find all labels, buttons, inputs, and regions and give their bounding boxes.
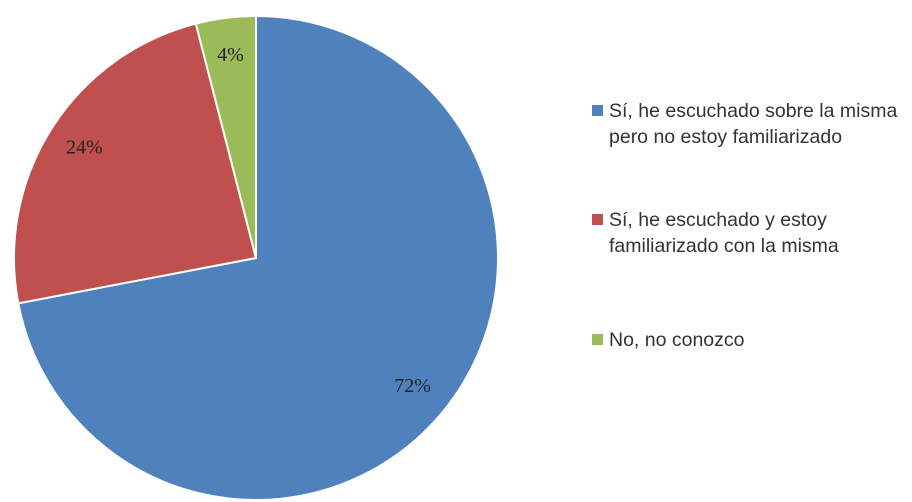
data-label: 4%	[217, 44, 244, 66]
legend-item: Sí, he escuchado sobre la misma pero no …	[592, 98, 910, 150]
legend-label: Sí, he escuchado y estoy familiarizado c…	[609, 209, 839, 257]
legend-swatch	[592, 334, 603, 345]
pie-area: 72% 24% 4%	[13, 14, 499, 501]
legend-item: No, no conozco	[592, 327, 910, 353]
legend-label: No, no conozco	[609, 329, 745, 351]
data-label: 24%	[66, 137, 103, 159]
pie-slice	[194, 14, 257, 259]
data-label: 72%	[394, 375, 431, 397]
pie-slice	[13, 22, 258, 305]
legend-swatch	[592, 214, 603, 225]
legend-swatch	[592, 105, 603, 116]
legend-label: Sí, he escuchado sobre la misma pero no …	[609, 100, 898, 148]
pie-slice	[17, 14, 499, 501]
legend-item: Sí, he escuchado y estoy familiarizado c…	[592, 207, 910, 259]
